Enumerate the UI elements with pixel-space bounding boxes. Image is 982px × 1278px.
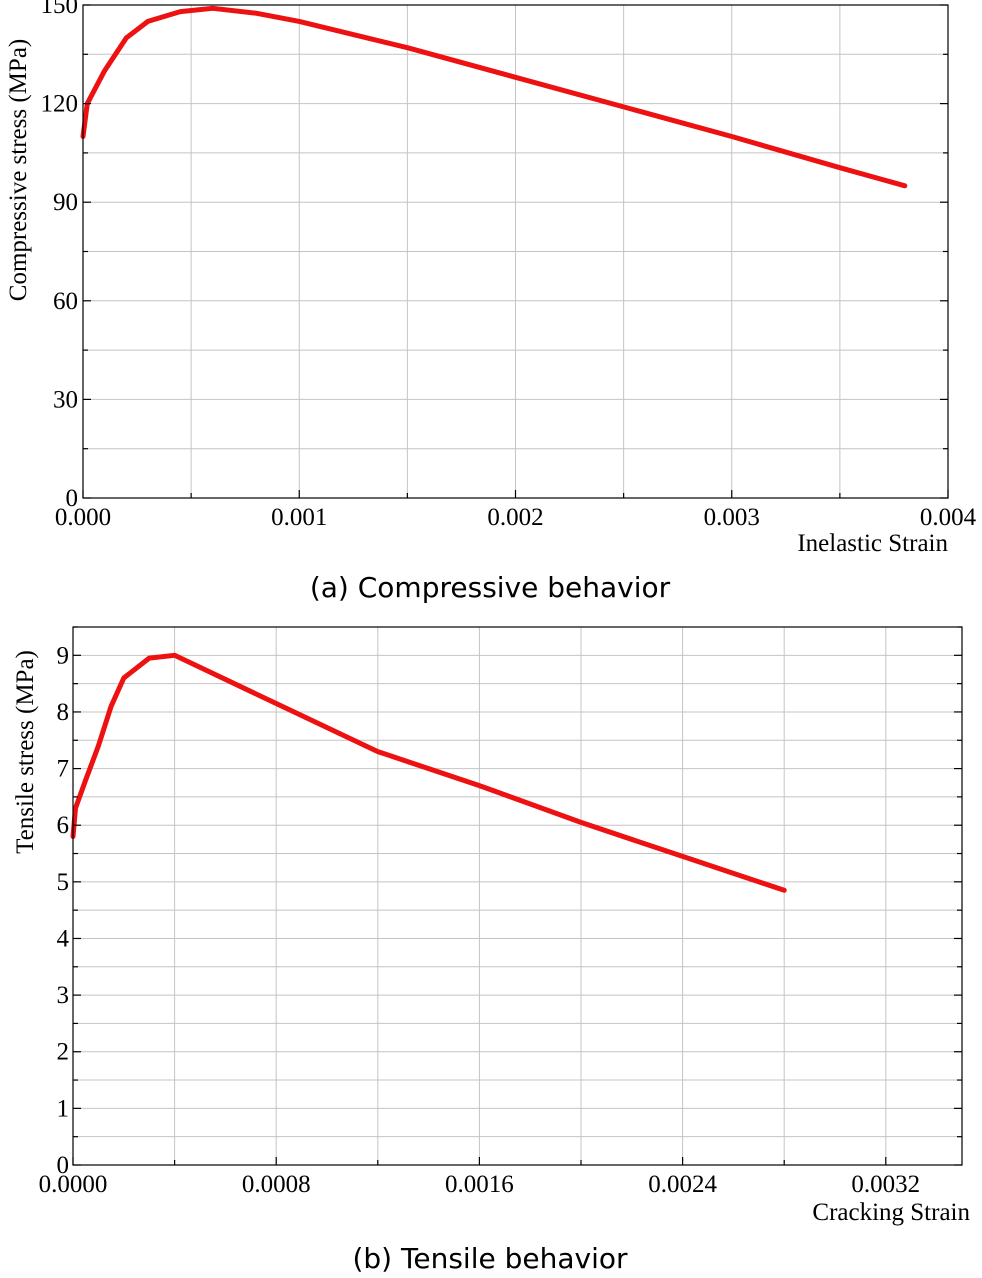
series-layer — [80, 5, 908, 189]
y-tick-label: 0 — [57, 1152, 70, 1179]
grid — [83, 5, 948, 498]
x-tick-label: 0.001 — [271, 504, 327, 531]
x-axis-label: Inelastic Strain — [797, 530, 948, 557]
caption-a: (a) Compressive behavior — [310, 571, 671, 604]
y-tick-label: 90 — [53, 189, 78, 216]
series-line — [80, 5, 908, 189]
compressive-chart: 0.000 0.001 0.002 0.003 0.004 0 30 60 90 120 150 I… — [5, 0, 977, 557]
x-tick-label: 0.000 — [55, 504, 111, 531]
grid — [73, 627, 962, 1165]
plot-frame — [72, 626, 963, 1166]
y-tick-label: 6 — [57, 812, 70, 839]
y-tick-label: 60 — [53, 288, 78, 315]
y-tick-label: 7 — [57, 756, 70, 783]
y-tick-label: 120 — [41, 91, 79, 118]
y-tick-label: 2 — [57, 1039, 70, 1066]
axes: 0.0000 0.0008 0.0016 0.0024 0.0032 0 1 2 3 4 5 6 7 8 9 — [39, 626, 963, 1198]
x-tick-label: 0.004 — [920, 504, 977, 531]
y-tick-label: 9 — [57, 642, 70, 669]
y-tick-label: 3 — [57, 982, 70, 1009]
series-layer — [70, 652, 787, 893]
y-tick-label: 8 — [57, 699, 70, 726]
x-axis-label: Cracking Strain — [812, 1199, 970, 1226]
x-tick-label: 0.0000 — [39, 1171, 108, 1198]
y-tick-label: 5 — [57, 869, 70, 896]
x-tick-label: 0.002 — [487, 504, 543, 531]
caption-b: (b) Tensile behavior — [352, 1242, 627, 1275]
tensile-chart: 0.0000 0.0008 0.0016 0.0024 0.0032 0 1 2 3 4 5 6 7 8 9… — [12, 626, 970, 1226]
axes: 0.000 0.001 0.002 0.003 0.004 0 30 60 90 120 150 — [41, 0, 977, 531]
y-tick-label: 150 — [41, 0, 79, 19]
y-tick-label: 4 — [57, 925, 70, 952]
y-tick-label: 0 — [66, 485, 79, 512]
x-tick-label: 0.0032 — [851, 1171, 920, 1198]
series-line — [70, 652, 787, 893]
x-tick-label: 0.0024 — [648, 1171, 717, 1198]
y-axis-label: Tensile stress (MPa) — [12, 650, 39, 854]
y-axis-label: Compressive stress (MPa) — [5, 39, 32, 301]
x-tick-label: 0.0016 — [445, 1171, 514, 1198]
y-tick-label: 1 — [57, 1095, 70, 1122]
y-tick-label: 30 — [53, 386, 78, 413]
x-tick-label: 0.0008 — [242, 1171, 311, 1198]
x-tick-label: 0.003 — [704, 504, 760, 531]
